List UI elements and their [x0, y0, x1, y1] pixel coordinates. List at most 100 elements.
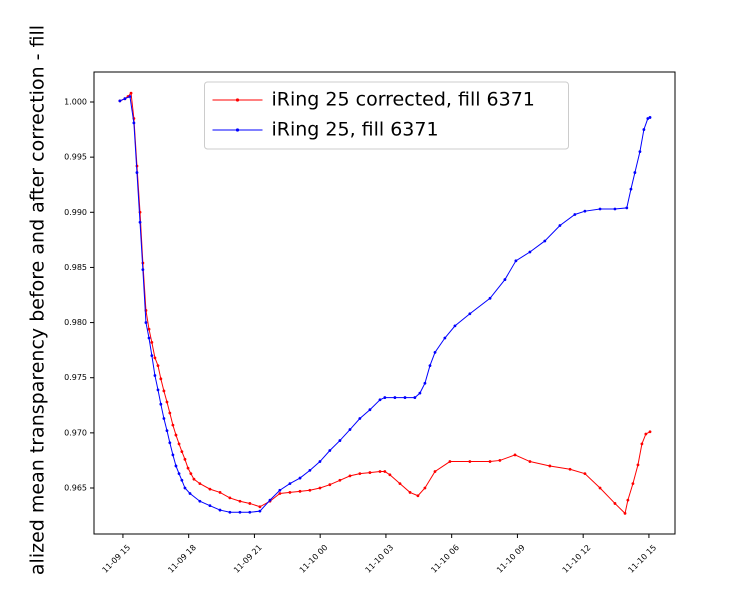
- data-point: [348, 474, 352, 478]
- plot-area: [93, 71, 676, 535]
- data-point: [358, 472, 362, 476]
- x-tick-label: 11-10 06: [429, 543, 461, 575]
- data-point: [642, 128, 646, 131]
- data-point: [583, 209, 587, 213]
- data-point: [583, 472, 587, 476]
- x-tick-label: 11-10 09: [495, 543, 527, 575]
- data-point: [162, 389, 166, 393]
- data-point: [192, 477, 196, 481]
- y-tick-label: 0.990: [64, 208, 87, 217]
- data-point: [443, 336, 447, 340]
- data-point: [328, 449, 332, 452]
- data-point: [198, 499, 202, 503]
- data-point: [488, 296, 492, 300]
- data-point: [186, 466, 190, 470]
- data-point: [162, 417, 166, 420]
- x-tick-label: 11-09 18: [166, 543, 198, 575]
- data-point: [503, 278, 507, 281]
- data-point: [403, 396, 407, 399]
- data-point: [174, 433, 178, 437]
- x-tick-label: 11-09 21: [232, 543, 264, 575]
- legend-label: iRing 25 corrected, fill 6371: [272, 89, 535, 111]
- data-point: [548, 464, 552, 468]
- data-point: [558, 224, 562, 227]
- data-point: [433, 470, 437, 473]
- data-point: [144, 321, 148, 324]
- data-point: [378, 470, 382, 473]
- data-point: [118, 99, 122, 103]
- data-point: [433, 350, 437, 354]
- y-tick-label: 0.985: [64, 263, 87, 272]
- data-point: [188, 492, 192, 495]
- data-point: [165, 429, 169, 433]
- y-tick-label: 0.970: [64, 428, 87, 437]
- data-point: [135, 171, 139, 174]
- legend-box: [204, 81, 569, 150]
- data-point: [378, 398, 382, 402]
- data-point: [168, 441, 172, 445]
- legend-label: iRing 25, fill 6371: [272, 119, 439, 141]
- data-point: [174, 464, 178, 468]
- data-point: [183, 457, 187, 461]
- x-tick-label: 11-10 15: [626, 543, 658, 575]
- data-point: [147, 336, 151, 340]
- data-point: [418, 391, 422, 395]
- data-point: [453, 324, 457, 328]
- y-axis-label: alized mean transparency before and afte…: [27, 25, 49, 575]
- data-point: [328, 483, 332, 487]
- data-point: [248, 510, 252, 514]
- data-point: [208, 487, 212, 491]
- data-point: [638, 150, 642, 154]
- data-point: [348, 428, 352, 431]
- y-tick-label: 0.975: [64, 373, 87, 382]
- series-line: [119, 92, 651, 515]
- data-point: [383, 396, 387, 399]
- data-point: [358, 417, 362, 420]
- data-point: [159, 402, 163, 406]
- data-point: [153, 374, 157, 377]
- data-point: [318, 486, 322, 490]
- data-point: [408, 491, 412, 494]
- x-tick-label: 11-10 12: [561, 543, 593, 575]
- data-point: [528, 250, 532, 254]
- data-point: [629, 187, 633, 191]
- data-point: [248, 502, 252, 505]
- data-point: [568, 467, 572, 471]
- data-point: [288, 482, 292, 485]
- data-point: [180, 450, 184, 454]
- data-point: [218, 508, 222, 512]
- data-point: [177, 442, 181, 446]
- data-point: [171, 453, 175, 457]
- data-point: [488, 460, 492, 463]
- data-point: [156, 388, 160, 392]
- data-point: [625, 206, 629, 210]
- data-point: [268, 498, 272, 502]
- data-point: [238, 510, 242, 514]
- data-point: [468, 312, 472, 316]
- data-point: [648, 430, 652, 434]
- data-point: [198, 482, 202, 485]
- data-point: [468, 460, 472, 463]
- data-point: [153, 356, 157, 360]
- data-point: [123, 97, 127, 101]
- data-point: [189, 472, 193, 476]
- data-point: [633, 171, 637, 174]
- data-point: [368, 408, 372, 412]
- data-point: [308, 488, 312, 492]
- data-point: [150, 354, 154, 358]
- data-point: [132, 121, 136, 125]
- data-point: [258, 505, 262, 509]
- data-point: [648, 116, 652, 119]
- data-point: [338, 478, 342, 482]
- data-point: [318, 460, 322, 463]
- data-point: [631, 482, 635, 485]
- data-point: [613, 502, 617, 505]
- data-point: [613, 207, 617, 211]
- legend-marker: [235, 128, 240, 132]
- data-point: [623, 511, 627, 515]
- data-point: [338, 439, 342, 442]
- data-point: [383, 470, 387, 473]
- data-point: [543, 239, 547, 243]
